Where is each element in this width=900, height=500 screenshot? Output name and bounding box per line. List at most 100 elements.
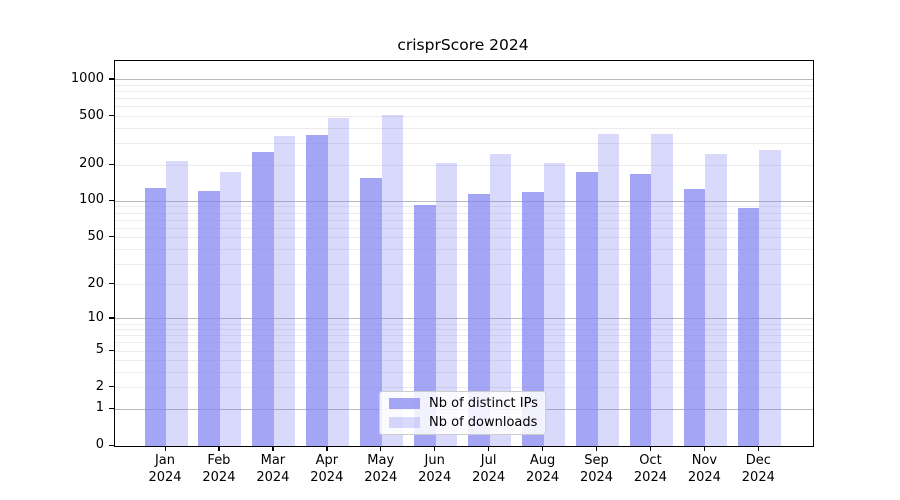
major-gridline (115, 318, 813, 320)
y-tick-label: 5 (95, 342, 104, 358)
minor-gridline (115, 212, 813, 214)
minor-gridline (115, 227, 813, 229)
minor-gridline (115, 360, 813, 362)
y-tick-label: 0 (95, 437, 104, 452)
bar-downloads-nov (705, 154, 727, 446)
bar-distinct-ips-feb (198, 191, 220, 446)
minor-gridline (115, 342, 813, 344)
minor-gridline (115, 206, 813, 208)
x-tick-label-mar: Mar 2024 (256, 453, 290, 485)
x-tick-mark (326, 446, 328, 451)
minor-gridline (115, 387, 813, 389)
minor-gridline (115, 143, 813, 145)
minor-gridline (115, 372, 813, 374)
minor-gridline (115, 116, 813, 118)
y-tick-mark (109, 407, 114, 409)
minor-gridline (115, 248, 813, 250)
y-tick-mark (109, 115, 114, 117)
x-tick-mark (757, 446, 760, 451)
x-tick-label-dec: Dec 2024 (741, 453, 775, 485)
y-tick-mark (109, 163, 114, 165)
x-tick-mark (164, 446, 166, 451)
y-tick-mark (109, 349, 114, 351)
x-tick-label-nov: Nov 2024 (687, 453, 721, 485)
x-tick-label-apr: Apr 2024 (310, 453, 344, 485)
y-tick-label: 50 (87, 228, 104, 244)
chart-title: crisprScore 2024 (397, 36, 529, 54)
minor-gridline (115, 85, 813, 87)
bar-downloads-aug (543, 163, 566, 446)
y-tick-mark (109, 199, 114, 202)
minor-gridline (115, 164, 813, 166)
legend-label-downloads: Nb of downloads (429, 415, 538, 430)
minor-gridline (115, 335, 813, 337)
y-tick-label: 2 (95, 378, 104, 394)
x-tick-label-jan: Jan 2024 (148, 453, 182, 485)
major-gridline (115, 200, 813, 202)
y-tick-label: 10 (87, 309, 104, 325)
y-tick-mark (109, 78, 114, 80)
x-tick-mark (218, 446, 220, 451)
legend-label-distinct-ips: Nb of distinct IPs (429, 396, 538, 411)
x-tick-mark (703, 446, 706, 451)
minor-gridline (115, 237, 813, 239)
bar-downloads-jul (489, 153, 512, 446)
bar-distinct-ips-jun (414, 205, 436, 446)
x-tick-label-aug: Aug 2024 (526, 453, 560, 485)
x-tick-mark (542, 446, 544, 451)
bar-downloads-oct (651, 133, 673, 446)
x-tick-mark (596, 446, 598, 451)
x-tick-label-oct: Oct 2024 (633, 453, 667, 485)
x-tick-label-feb: Feb 2024 (202, 453, 236, 485)
y-tick-label: 100 (79, 192, 104, 208)
y-tick-label: 1000 (70, 70, 104, 86)
bar-downloads-jan (166, 161, 188, 446)
x-tick-mark (272, 446, 274, 451)
y-tick-label: 1 (95, 400, 104, 416)
plot-area (114, 60, 814, 447)
bar-distinct-ips-jul (468, 193, 490, 446)
y-tick-label: 500 (79, 107, 104, 123)
x-tick-mark (488, 446, 490, 451)
minor-gridline (115, 323, 813, 325)
x-tick-label-sep: Sep 2024 (579, 453, 614, 485)
bar-downloads-mar (273, 136, 296, 446)
y-tick-mark (109, 386, 114, 388)
minor-gridline (115, 329, 813, 331)
x-tick-label-jun: Jun 2024 (418, 453, 452, 485)
legend-row-downloads: Nb of downloads (380, 415, 545, 430)
bar-distinct-ips-dec (737, 207, 760, 446)
major-gridline (115, 79, 813, 81)
minor-gridline (115, 350, 813, 352)
y-tick-mark (109, 444, 114, 446)
legend-row-distinct-ips: Nb of distinct IPs (380, 396, 545, 411)
y-tick-label: 200 (79, 156, 104, 171)
legend-swatch-distinct-ips (389, 398, 420, 409)
x-tick-mark (380, 446, 382, 451)
bar-distinct-ips-aug (522, 192, 544, 446)
minor-gridline (115, 127, 813, 129)
bar-distinct-ips-may (360, 177, 382, 446)
bar-distinct-ips-jan (144, 187, 166, 446)
bar-downloads-sep (597, 133, 620, 446)
y-tick-label: 20 (87, 275, 104, 291)
y-tick-mark (109, 236, 114, 238)
bar-distinct-ips-mar (252, 151, 274, 446)
minor-gridline (115, 91, 813, 93)
legend: Nb of distinct IPs Nb of downloads (379, 391, 546, 435)
bar-distinct-ips-apr (306, 134, 328, 446)
bar-downloads-feb (219, 172, 242, 446)
legend-swatch-downloads (389, 417, 420, 428)
minor-gridline (115, 284, 813, 286)
x-tick-label-may: May 2024 (364, 453, 398, 485)
y-tick-mark (109, 283, 114, 285)
minor-gridline (115, 98, 813, 100)
x-tick-mark (649, 446, 652, 451)
bar-distinct-ips-sep (576, 171, 598, 446)
bar-downloads-apr (327, 117, 350, 446)
minor-gridline (115, 106, 813, 108)
bar-distinct-ips-oct (629, 174, 652, 446)
bar-downloads-may (381, 114, 404, 446)
x-tick-label-jul: Jul 2024 (472, 453, 506, 485)
